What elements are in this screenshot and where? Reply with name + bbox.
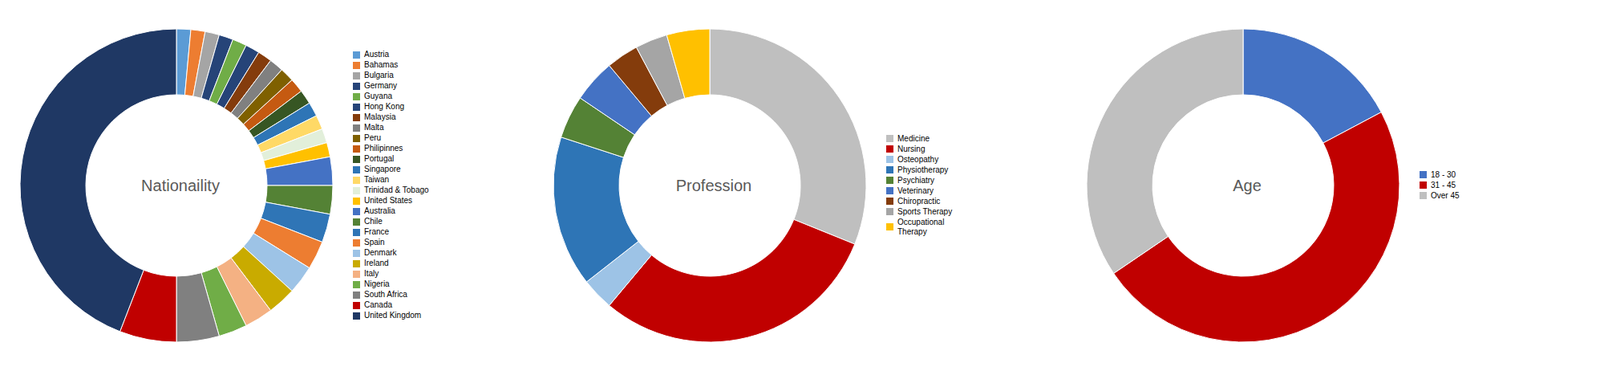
html-text:Nigeria: Nigeria xyxy=(364,279,390,288)
html-text:Chiropractic: Chiropractic xyxy=(897,196,941,205)
html-text:United Kingdom: United Kingdom xyxy=(364,310,422,320)
html-text:Singapore: Singapore xyxy=(364,164,401,174)
html-text:Germany: Germany xyxy=(364,81,398,90)
html-text:Peru: Peru xyxy=(364,133,382,142)
html-text:Over 45: Over 45 xyxy=(1430,190,1460,200)
html-text:Malaysia: Malaysia xyxy=(364,112,396,122)
html-text:Nursing: Nursing xyxy=(897,143,926,153)
html-text:Trinidad & Tobago: Trinidad & Tobago xyxy=(364,185,429,195)
html-text:31 - 45: 31 - 45 xyxy=(1430,180,1456,189)
html-text:Italy: Italy xyxy=(364,268,379,278)
html-text:Spain: Spain xyxy=(364,237,385,247)
html-text:Occupational Therapy: Occupational Therapy xyxy=(897,216,945,236)
html-text:Osteopathy: Osteopathy xyxy=(897,154,939,164)
html-text:Australia: Australia xyxy=(364,206,396,215)
html-text:Taiwan: Taiwan xyxy=(364,174,390,184)
html-text:Chile: Chile xyxy=(364,216,383,226)
html-text:Canada: Canada xyxy=(364,299,393,309)
html-text:Guyana: Guyana xyxy=(364,91,393,101)
html-text:Medicine: Medicine xyxy=(897,133,930,143)
html-text:18 - 30: 18 - 30 xyxy=(1430,169,1456,179)
html-text:Philipinnes: Philipinnes xyxy=(364,143,403,153)
html-text:United States: United States xyxy=(364,195,413,205)
html-text:South Africa: South Africa xyxy=(364,289,408,299)
html-text:Ireland: Ireland xyxy=(364,258,389,268)
html-text:Malta: Malta xyxy=(364,122,384,132)
html-text:Austria: Austria xyxy=(364,49,390,59)
html-text:Denmark: Denmark xyxy=(364,247,397,257)
html-text:Hong Kong: Hong Kong xyxy=(364,101,405,111)
html-text:Sports Therapy: Sports Therapy xyxy=(897,206,953,216)
html-text:France: France xyxy=(364,226,390,236)
html-text:Veterinary: Veterinary xyxy=(897,185,934,195)
svg-text:Nationaility: Nationaility xyxy=(141,176,220,195)
html-text:Bulgaria: Bulgaria xyxy=(364,70,394,80)
svg-text:Profession: Profession xyxy=(676,176,753,195)
html-text:Bahamas: Bahamas xyxy=(364,60,399,69)
html-text:Physiotherapy: Physiotherapy xyxy=(897,164,949,174)
html-text:Psychiatry: Psychiatry xyxy=(897,175,935,185)
html-text:Portugal: Portugal xyxy=(364,153,395,163)
svg-text:Age: Age xyxy=(1232,176,1262,195)
